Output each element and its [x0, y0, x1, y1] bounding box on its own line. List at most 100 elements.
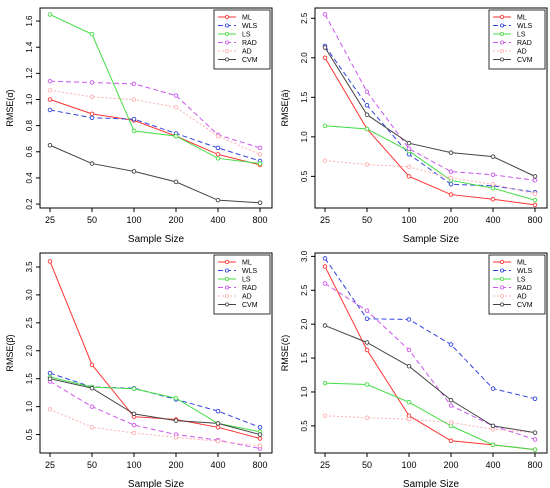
- data-point: [215, 152, 221, 157]
- series-rad: [47, 379, 263, 451]
- data-point: [47, 259, 53, 264]
- y-tick-label: 0.2: [25, 198, 34, 210]
- series-ls: [322, 123, 538, 203]
- legend-marker: [499, 302, 504, 307]
- data-point: [47, 370, 53, 376]
- data-point: [322, 12, 328, 17]
- data-point: [173, 396, 179, 401]
- series-line-ls: [49, 376, 261, 433]
- data-point: [532, 437, 538, 442]
- data-point: [47, 97, 53, 102]
- y-tick-label: 0.5: [300, 170, 309, 182]
- legend-marker: [224, 302, 229, 307]
- x-tick-label: 400: [485, 460, 500, 470]
- data-point: [131, 128, 137, 134]
- data-point: [257, 145, 263, 151]
- legend-marker: [499, 276, 504, 281]
- x-tick-label: 50: [362, 460, 372, 470]
- series-line-ls: [324, 382, 536, 451]
- x-tick-label: 50: [362, 215, 372, 225]
- data-point: [406, 164, 412, 170]
- data-point: [406, 399, 412, 405]
- x-tick-label: 800: [252, 460, 267, 470]
- x-tick-label: 100: [126, 460, 141, 470]
- x-tick-label: 800: [252, 215, 267, 225]
- data-point: [215, 439, 221, 444]
- data-point: [257, 161, 263, 166]
- data-point: [364, 347, 370, 353]
- y-tick-label: 2.5: [25, 317, 34, 329]
- legend-label: CVM: [242, 57, 258, 64]
- legend-label: LS: [242, 277, 251, 284]
- data-point: [364, 316, 370, 322]
- plot-frame: [314, 7, 548, 209]
- data-point: [173, 105, 179, 110]
- x-tick-label: 100: [401, 460, 416, 470]
- y-tick-label: 1.5: [300, 91, 309, 103]
- data-point: [257, 200, 263, 206]
- data-point: [448, 397, 454, 403]
- plot-frame: [39, 252, 273, 454]
- y-tick-label: 1.4: [25, 41, 34, 53]
- legend-label: RAD: [242, 40, 257, 47]
- x-tick-label: 50: [87, 460, 97, 470]
- data-point: [89, 362, 95, 367]
- data-point: [89, 94, 95, 100]
- series-wls: [47, 370, 263, 430]
- series-line-ml: [324, 57, 536, 206]
- series-line-ad: [324, 160, 536, 195]
- x-axis-label: Sample Size: [403, 234, 460, 245]
- legend-label: RAD: [517, 40, 532, 47]
- data-point: [89, 404, 95, 409]
- y-axis-label: RMSE(ĉ): [280, 335, 290, 372]
- data-point: [173, 133, 179, 139]
- data-point: [448, 169, 454, 174]
- x-tick-label: 100: [126, 215, 141, 225]
- data-point: [131, 97, 137, 102]
- legend-marker: [224, 40, 229, 45]
- y-tick-label: 0.4: [25, 172, 34, 184]
- x-tick-label: 200: [168, 215, 183, 225]
- data-point: [131, 169, 137, 174]
- y-tick-label: 0.6: [25, 146, 34, 158]
- legend-label: CVM: [517, 302, 533, 309]
- data-point: [490, 386, 496, 391]
- data-point: [89, 31, 95, 37]
- y-tick-label: 2.5: [300, 12, 309, 24]
- series-line-rad: [49, 381, 261, 450]
- data-point: [448, 342, 454, 347]
- y-tick-label: 1.5: [300, 352, 309, 364]
- x-tick-label: 400: [485, 215, 500, 225]
- data-point: [322, 323, 328, 328]
- series-rad: [47, 78, 263, 151]
- x-tick-label: 25: [320, 215, 330, 225]
- data-point: [364, 126, 370, 132]
- series-line-wls: [324, 258, 536, 400]
- x-tick-label: 25: [45, 460, 55, 470]
- data-point: [215, 133, 221, 139]
- series-line-cvm: [49, 144, 261, 204]
- x-tick-label: 200: [443, 215, 458, 225]
- x-tick-label: 800: [527, 460, 542, 470]
- y-tick-label: 1.0: [300, 386, 309, 398]
- legend-label: CVM: [242, 302, 258, 309]
- legend-marker: [499, 293, 504, 298]
- data-point: [47, 88, 53, 93]
- data-point: [490, 154, 496, 159]
- chart-panel-1: 25 50 100 200 400 800 0.2 0.4 0.6 0.8 1.0 1.2 1.4 1.6…: [5, 7, 273, 245]
- series-line-rad: [49, 80, 261, 149]
- series-ad: [47, 88, 263, 157]
- legend-label: RAD: [242, 285, 257, 292]
- data-point: [173, 435, 179, 440]
- y-tick-label: 0.5: [25, 428, 34, 440]
- x-axis-label: Sample Size: [403, 479, 460, 488]
- legend-marker: [224, 23, 229, 28]
- chart-panel-3: 25 50 100 200 400 800 0.5 1.0 1.5 2.0 2.5 3.0 3.5 Sam…: [5, 252, 273, 488]
- legend-label: AD: [517, 49, 527, 56]
- legend-label: RAD: [517, 285, 532, 292]
- legend-marker: [224, 32, 229, 37]
- data-point: [322, 264, 328, 269]
- legend-label: ML: [242, 15, 252, 22]
- data-point: [406, 140, 412, 146]
- data-point: [322, 413, 328, 418]
